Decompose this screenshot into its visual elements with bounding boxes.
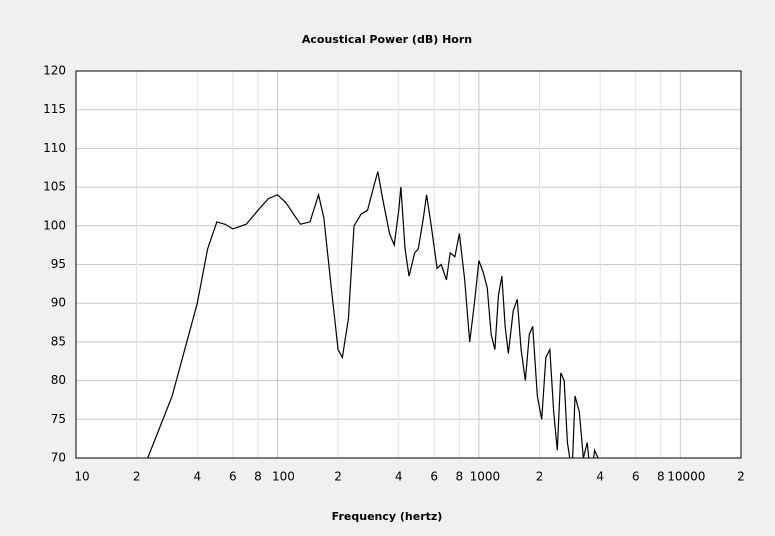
x-tick-label: 6: [632, 470, 640, 484]
y-tick-label: 115: [43, 102, 66, 116]
y-tick-label: 105: [43, 180, 66, 194]
x-tick-label: 1000: [470, 470, 501, 484]
x-tick-label: 6: [229, 470, 237, 484]
labels: 70 75 80 85 90 95 100 105 110 115 120 10 2 4 6 8 100 2 4 6 8…: [43, 64, 745, 484]
x-tick-label: 10: [74, 470, 89, 484]
y-tick-label: 90: [51, 296, 66, 310]
y-tick-label: 70: [51, 451, 66, 465]
y-tick-label: 110: [43, 141, 66, 155]
y-tick-label: 95: [51, 257, 66, 271]
x-tick-label: 4: [395, 470, 403, 484]
x-tick-label: 10000: [667, 470, 705, 484]
x-tick-label: 8: [657, 470, 665, 484]
y-tick-label: 80: [51, 373, 66, 387]
plot: [147, 171, 599, 458]
y-tick-label: 120: [43, 64, 66, 78]
y-tick-label: 100: [43, 218, 66, 232]
x-tick-label: 2: [133, 470, 141, 484]
x-tick-label: 4: [596, 470, 604, 484]
data-line: [147, 171, 599, 458]
chart-title: Acoustical Power (dB) Horn: [302, 33, 472, 46]
x-axis-label: Frequency (hertz): [332, 510, 443, 523]
x-tick-label: 2: [334, 470, 342, 484]
x-tick-label: 6: [430, 470, 438, 484]
x-tick-label: 2: [536, 470, 544, 484]
x-tick-label: 4: [193, 470, 201, 484]
x-tick-label: 2: [737, 470, 745, 484]
x-tick-label: 100: [272, 470, 295, 484]
x-tick-label: 8: [456, 470, 464, 484]
plot-border: [75, 70, 742, 459]
y-tick-label: 85: [51, 334, 66, 348]
y-tick-label: 75: [51, 412, 66, 426]
x-tick-label: 8: [254, 470, 262, 484]
